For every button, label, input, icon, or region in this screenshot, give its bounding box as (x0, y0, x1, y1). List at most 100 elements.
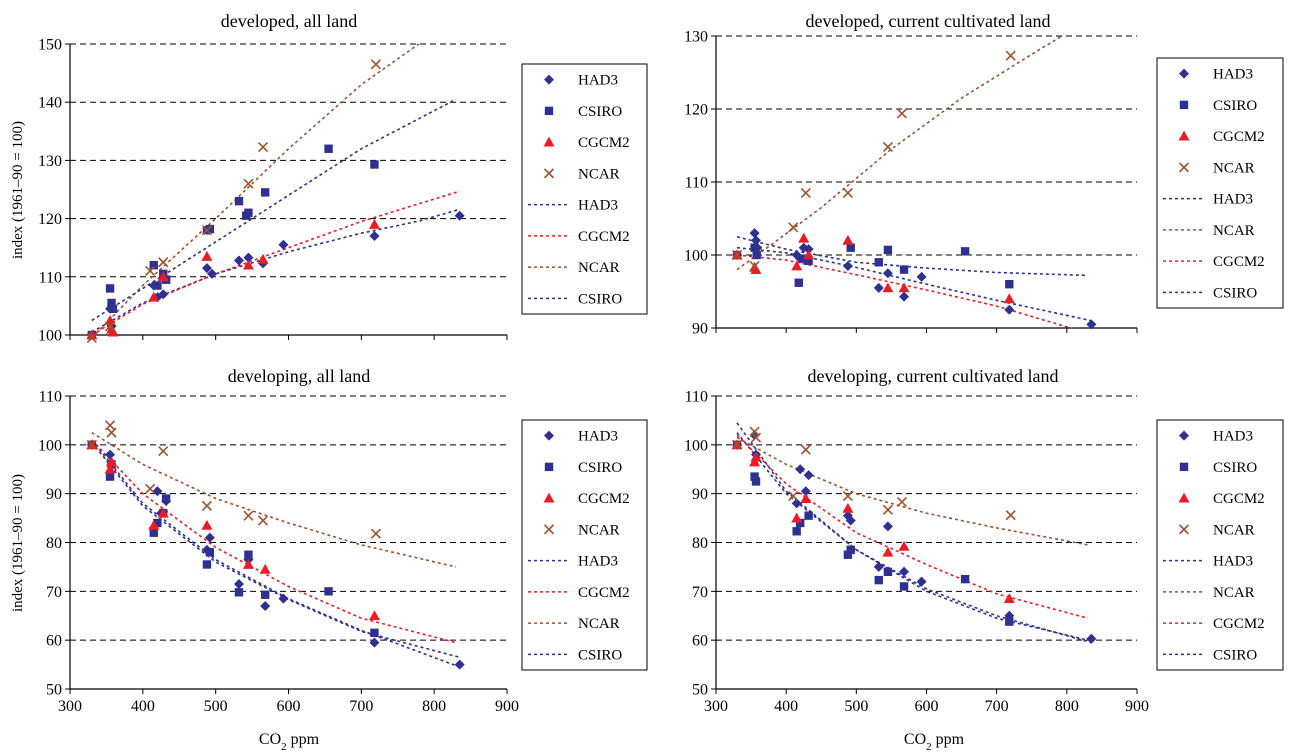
point-had3 (152, 486, 163, 497)
trendline-ncar (93, 44, 421, 335)
point-cgcm2 (201, 519, 213, 530)
point-csiro (202, 560, 212, 569)
point-csiro (960, 247, 970, 256)
legend-box (521, 63, 648, 315)
point-had3 (803, 470, 814, 481)
cross-stroke (86, 332, 97, 343)
x-axis-label: CO2 ppm (904, 731, 965, 753)
cross-stroke (201, 225, 212, 236)
legend-label: CSIRO (578, 647, 622, 663)
legend-label: CSIRO (1213, 98, 1257, 114)
legend: HAD3 CSIRO CGCM2 NCAR HAD3 CGCM2 NCAR CSIRO (521, 419, 648, 671)
legend-label: HAD3 (1213, 67, 1253, 83)
point-ncar (1005, 50, 1016, 61)
point-ncar (842, 187, 853, 199)
y-tick-label: 150 (38, 37, 62, 54)
cross-stroke (882, 141, 893, 153)
point-ncar (731, 439, 743, 450)
point-cgcm2 (791, 260, 803, 271)
legend-marker-had3 (544, 74, 554, 85)
y-tick-label: 50 (692, 682, 708, 699)
cross-stroke (788, 222, 799, 233)
legend-label: CGCM2 (578, 135, 630, 151)
cross-stroke (1005, 510, 1016, 521)
point-had3 (882, 521, 893, 532)
legend-box (521, 419, 648, 671)
cross-stroke (1178, 524, 1190, 535)
legend-label: HAD3 (578, 429, 618, 445)
point-ncar (86, 439, 97, 450)
point-csiro (751, 477, 761, 486)
legend-label: NCAR (578, 522, 620, 538)
point-ncar (158, 257, 169, 268)
point-ncar (257, 515, 269, 526)
point-cgcm2 (104, 314, 116, 325)
point-cgcm2 (242, 558, 254, 569)
point-had3 (454, 210, 465, 221)
point-csiro (883, 245, 893, 255)
legend-marker-ncar (1178, 524, 1190, 535)
point-ncar (749, 260, 760, 272)
legend-label: HAD3 (578, 554, 618, 570)
point-cgcm2 (882, 546, 894, 557)
point-cgcm2 (750, 264, 762, 274)
cross-stroke (896, 108, 908, 119)
y-axis-label: index (1961–90 = 100) (10, 121, 26, 259)
point-cgcm2 (86, 329, 98, 340)
y-tick-label: 100 (38, 437, 62, 454)
x-tick-label: 700 (985, 698, 1009, 715)
point-csiro (107, 298, 116, 308)
trendline-ncar (91, 431, 457, 568)
legend-box (1156, 419, 1284, 671)
point-cgcm2 (157, 271, 169, 282)
cross-stroke (749, 260, 760, 272)
point-csiro (796, 518, 805, 528)
trendline-cgcm2 (736, 434, 1089, 619)
cross-stroke (800, 187, 811, 199)
point-cgcm2 (368, 218, 380, 229)
data-points (86, 59, 465, 343)
point-ncar (882, 141, 893, 153)
point-had3 (791, 498, 802, 509)
chart-panel-4: developing, current cultivated land 50 60 7… (684, 366, 1284, 715)
legend-label: CSIRO (1213, 285, 1257, 301)
y-tick-label: 70 (692, 584, 708, 601)
cross-stroke (842, 187, 853, 199)
trendlines (91, 44, 460, 335)
cross-stroke (257, 141, 269, 153)
point-ncar (104, 321, 116, 332)
point-csiro (149, 260, 158, 270)
point-had3 (105, 449, 116, 460)
point-had3 (803, 244, 814, 255)
legend-label: CGCM2 (1213, 254, 1265, 270)
point-csiro (750, 472, 759, 481)
point-csiro (794, 278, 803, 287)
trendline-had3 (736, 246, 1092, 322)
point-had3 (1086, 319, 1097, 330)
point-csiro (205, 224, 215, 234)
legend-label: CGCM2 (578, 585, 630, 601)
trendlines (736, 36, 1092, 328)
y-tick-label: 90 (692, 321, 708, 338)
cross-stroke (788, 491, 799, 502)
legend-label: CGCM2 (578, 229, 630, 245)
legend-label: HAD3 (1213, 192, 1253, 208)
trendline-csiro (736, 236, 1088, 277)
point-cgcm2 (1003, 593, 1015, 604)
point-ncar (370, 528, 381, 539)
trendlines (91, 431, 460, 668)
point-csiro (370, 628, 379, 638)
point-csiro (874, 258, 883, 267)
point-csiro (874, 575, 883, 585)
point-csiro (105, 284, 115, 293)
point-csiro (792, 527, 801, 536)
point-had3 (873, 282, 884, 293)
point-csiro (244, 550, 253, 559)
legend-label: CSIRO (1213, 647, 1257, 663)
y-tick-label: 50 (46, 682, 62, 699)
point-ncar (750, 432, 762, 443)
point-had3 (260, 600, 271, 611)
legend-label: CGCM2 (1213, 616, 1265, 632)
legend-marker-cgcm2 (1178, 130, 1190, 141)
